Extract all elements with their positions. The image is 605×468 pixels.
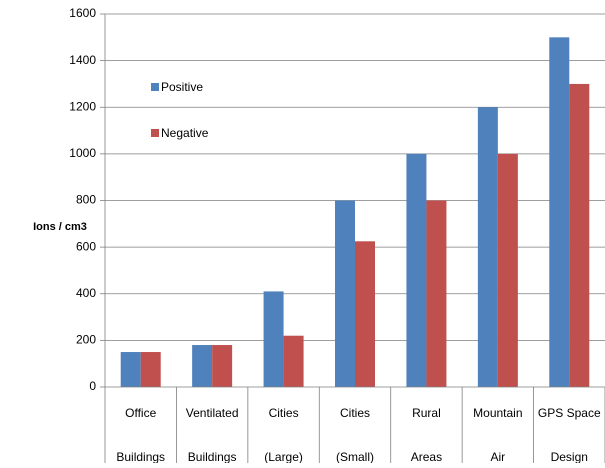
bar-positive-0 xyxy=(121,352,141,387)
bar-negative-1 xyxy=(212,345,232,387)
y-tick-label-600: 600 xyxy=(76,239,96,253)
legend-label-positive: Positive xyxy=(161,80,203,94)
bar-negative-4 xyxy=(426,201,446,388)
x-axis-ticks: Office Buildings Ventilated Buildings Cities… xyxy=(116,406,601,463)
x-tick-label-2-line-2: (Large) xyxy=(264,450,303,463)
y-tick-label-0: 0 xyxy=(89,379,96,393)
x-tick-label-1-line-2: Buildings xyxy=(188,450,237,463)
x-tick-label-0-line-1: Office xyxy=(125,406,156,420)
legend-swatch-negative xyxy=(151,129,159,137)
bar-positive-1 xyxy=(192,345,212,387)
x-tick-label-5-line-2: Air xyxy=(491,450,506,463)
y-axis-title: Ions / cm3 xyxy=(33,221,87,233)
x-tick-label-6-line-1: GPS Space xyxy=(538,406,601,420)
y-tick-label-800: 800 xyxy=(76,193,96,207)
bar-positive-2 xyxy=(264,291,284,387)
legend-swatch-positive xyxy=(151,83,159,91)
bar-positive-4 xyxy=(406,154,426,387)
x-tick-label-4-line-2: Areas xyxy=(411,450,442,463)
x-tick-label-5-line-1: Mountain xyxy=(473,406,522,420)
legend: Positive Negative xyxy=(151,80,209,140)
bar-negative-2 xyxy=(284,336,304,387)
x-tick-label-2-line-1: Cities xyxy=(269,406,299,420)
y-tick-label-400: 400 xyxy=(76,286,96,300)
legend-label-negative: Negative xyxy=(161,126,209,140)
y-tick-label-1000: 1000 xyxy=(69,146,96,160)
bar-positive-5 xyxy=(478,107,498,387)
bar-positive-3 xyxy=(335,201,355,388)
bar-negative-0 xyxy=(141,352,161,387)
y-tick-label-200: 200 xyxy=(76,333,96,347)
y-tick-label-1400: 1400 xyxy=(69,53,96,67)
bar-positive-6 xyxy=(549,37,569,387)
y-tick-label-1200: 1200 xyxy=(69,99,96,113)
x-tick-label-1-line-1: Ventilated xyxy=(186,406,239,420)
x-tick-label-6-line-2: Design xyxy=(551,450,588,463)
bar-negative-3 xyxy=(355,241,375,387)
x-tick-label-3-line-1: Cities xyxy=(340,406,370,420)
y-axis-ticks: 0 200 400 600 800 1000 1200 1400 1600 xyxy=(69,6,96,393)
y-tick-label-1600: 1600 xyxy=(69,6,96,20)
bar-negative-5 xyxy=(498,154,518,387)
x-tick-label-3-line-2: (Small) xyxy=(336,450,374,463)
x-tick-label-0-line-2: Buildings xyxy=(116,450,165,463)
bar-negative-6 xyxy=(569,84,589,387)
x-tick-label-4-line-1: Rural xyxy=(412,406,441,420)
